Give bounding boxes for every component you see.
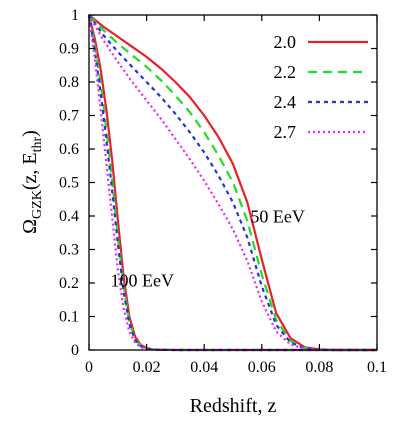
x-tick-label: 0.08 [305, 359, 333, 376]
y-tick-label: 0.8 [59, 74, 79, 91]
y-tick-label: 0.4 [59, 208, 79, 225]
ticks-layer [88, 14, 378, 351]
series-line-50eev-2-0 [88, 14, 377, 352]
y-tick-label: 0.1 [59, 309, 79, 326]
y-axis-title: ΩGZK(z, Ethr) [19, 130, 45, 234]
series-layer [87, 14, 377, 352]
x-tick-label: 0.04 [190, 359, 218, 376]
y-tick-label: 0.9 [59, 41, 79, 58]
y-axis-title-end: ) [19, 130, 41, 137]
y-tick-label: 0.5 [59, 175, 79, 192]
y-tick-label: 0.2 [59, 275, 79, 292]
y-tick-label: 0.7 [59, 108, 79, 125]
series-line-100eev-2-7 [87, 14, 377, 352]
annotations-layer: 50 EeV 100 EeV [111, 207, 305, 291]
annotation-100-eev: 100 EeV [111, 270, 174, 290]
series-line-100eev-2-2 [87, 14, 377, 352]
legend-label-2-0: 2.0 [274, 32, 297, 52]
legend-label-2-7: 2.7 [274, 122, 297, 142]
series-line-50eev-2-2 [88, 14, 377, 352]
series-line-50eev-2-7 [88, 14, 377, 352]
y-axis-title-main: Ω [19, 219, 41, 234]
tick-labels-layer: 0 0.02 0.04 0.06 0.08 0.1 0 0.1 0.2 0.3 0.4 0.5 0.6 0… [59, 7, 387, 376]
y-axis-title-main-sub: GZK [30, 190, 45, 219]
legend-label-2-2: 2.2 [274, 62, 297, 82]
y-axis-title-mid-sub: thr [30, 137, 45, 153]
y-axis-title-mid: (z, E [19, 152, 41, 190]
plot-frame [88, 14, 378, 351]
series-line-100eev-2-4 [87, 14, 377, 352]
x-tick-label: 0.02 [133, 359, 161, 376]
y-tick-label: 0.3 [59, 242, 79, 259]
legend-layer: 2.0 2.2 2.4 2.7 [274, 32, 368, 142]
series-line-100eev-2-0 [87, 14, 377, 352]
legend-label-2-4: 2.4 [274, 92, 297, 112]
y-tick-label: 0.6 [59, 141, 79, 158]
y-tick-label: 0 [71, 342, 79, 359]
x-axis-title: Redshift, z [190, 395, 277, 417]
y-tick-label: 1 [71, 7, 79, 24]
x-tick-label: 0.1 [367, 359, 387, 376]
annotation-50-eev: 50 EeV [250, 207, 304, 227]
x-tick-label: 0 [85, 359, 93, 376]
x-tick-label: 0.06 [248, 359, 276, 376]
series-line-50eev-2-4 [88, 14, 377, 352]
